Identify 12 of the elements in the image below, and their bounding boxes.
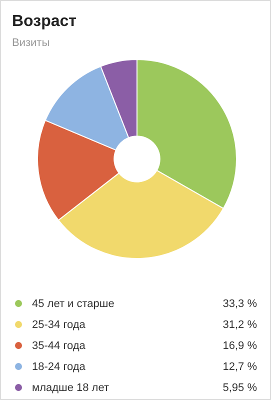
chart-subtitle: Визиты — [12, 37, 50, 49]
data-label: 12,7 % — [222, 360, 257, 372]
data-label: 16,9 % — [222, 340, 257, 352]
legend-label: 35-44 года — [32, 340, 86, 352]
data-label: 33,3 % — [222, 298, 257, 310]
legend-label: 25-34 года — [32, 318, 86, 330]
data-label: 31,2 % — [222, 318, 257, 330]
legend-label: 45 лет и старше — [32, 298, 116, 310]
data-label: 5,95 % — [222, 382, 257, 394]
legend-label: 18-24 года — [32, 360, 86, 372]
legend-label: младше 18 лет — [32, 382, 110, 394]
chart-title: Возраст — [12, 13, 76, 31]
